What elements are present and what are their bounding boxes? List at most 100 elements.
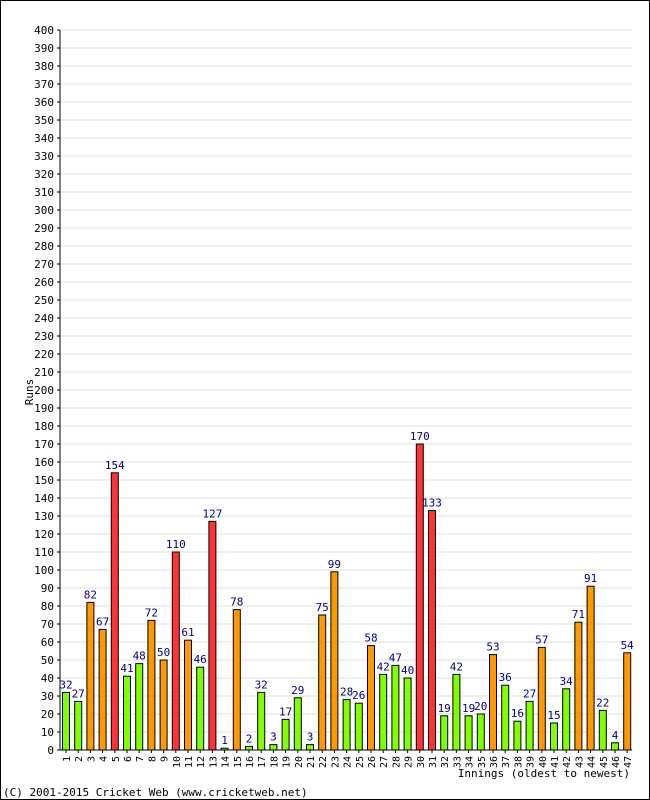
bar-innings-40: [537, 646, 546, 751]
data-label: 4: [612, 729, 619, 742]
y-tick-label: 180: [34, 420, 54, 433]
data-label: 110: [166, 538, 186, 551]
y-tick-label: 140: [34, 492, 54, 505]
y-tick-label: 160: [34, 456, 54, 469]
x-tick-label: 26: [367, 756, 378, 768]
x-tick-label: 11: [184, 756, 195, 768]
x-tick-label: 39: [526, 756, 537, 768]
bar-innings-9: [159, 659, 168, 751]
x-tick-label: 46: [611, 756, 622, 768]
x-tick-label: 24: [343, 756, 354, 768]
y-tick-label: 90: [41, 582, 54, 595]
data-label: 40: [401, 664, 414, 677]
data-label: 20: [474, 700, 487, 713]
bar-innings-32: [440, 715, 449, 751]
y-tick-label: 360: [34, 96, 54, 109]
bar-innings-8: [147, 619, 156, 751]
y-tick-label: 280: [34, 240, 54, 253]
bar-innings-13: [208, 520, 217, 751]
data-label: 2: [246, 732, 253, 745]
y-tick-label: 370: [34, 78, 54, 91]
y-tick-label: 300: [34, 204, 54, 217]
x-axis-ticks: 1 2 3 4 5 6 7 8 9 10 11 12 13 14 15 16 17 18 19 20 21 22 23 24 2…: [62, 750, 634, 768]
y-tick-label: 30: [41, 690, 54, 703]
data-label: 19: [462, 702, 475, 715]
bar-innings-44: [586, 585, 595, 751]
x-tick-label: 8: [147, 756, 158, 762]
bar-innings-41: [550, 722, 558, 751]
x-tick-label: 7: [135, 756, 146, 762]
data-label: 26: [352, 689, 365, 702]
x-tick-label: 9: [160, 756, 171, 762]
y-tick-label: 220: [34, 348, 54, 361]
y-tick-label: 330: [34, 150, 54, 163]
y-tick-label: 380: [34, 60, 54, 73]
bar-innings-30: [415, 443, 424, 751]
x-tick-label: 30: [416, 756, 427, 768]
data-label: 91: [584, 572, 597, 585]
x-tick-label: 44: [587, 756, 598, 768]
x-tick-label: 33: [452, 756, 463, 768]
x-tick-label: 41: [550, 756, 561, 768]
y-tick-label: 240: [34, 312, 54, 325]
y-tick-label: 60: [41, 636, 54, 649]
y-tick-label: 230: [34, 330, 54, 343]
y-tick-label: 0: [47, 744, 54, 757]
x-tick-label: 37: [501, 756, 512, 768]
data-label: 61: [181, 626, 194, 639]
x-tick-label: 18: [269, 756, 280, 768]
data-label: 78: [230, 596, 243, 609]
bar-innings-45: [598, 709, 607, 751]
y-tick-label: 320: [34, 168, 54, 181]
y-tick-label: 260: [34, 276, 54, 289]
y-tick-label: 50: [41, 654, 54, 667]
data-label: 28: [340, 686, 353, 699]
bar-innings-28: [391, 664, 400, 751]
bar-innings-46: [611, 742, 619, 751]
bar-innings-37: [501, 684, 510, 751]
data-label: 17: [279, 705, 292, 718]
y-tick-label: 340: [34, 132, 54, 145]
x-tick-label: 31: [428, 756, 439, 768]
y-tick-label: 210: [34, 366, 54, 379]
y-tick-label: 80: [41, 600, 54, 613]
y-tick-label: 290: [34, 222, 54, 235]
y-tick-label: 150: [34, 474, 54, 487]
x-tick-label: 3: [86, 756, 97, 762]
bar-innings-3: [86, 601, 95, 751]
data-label: 46: [194, 653, 207, 666]
x-tick-label: 2: [74, 756, 85, 762]
data-label: 50: [157, 646, 170, 659]
data-label: 54: [621, 639, 635, 652]
y-tick-label: 400: [34, 24, 54, 37]
data-label: 47: [389, 651, 402, 664]
bar-innings-31: [428, 510, 436, 751]
y-axis-title: Runs: [23, 379, 36, 406]
x-tick-label: 45: [599, 756, 610, 768]
x-tick-label: 23: [330, 756, 341, 768]
y-tick-label: 390: [34, 42, 54, 55]
data-label: 170: [410, 430, 430, 443]
data-label: 29: [291, 684, 304, 697]
y-tick-label: 270: [34, 258, 54, 271]
data-label: 32: [59, 678, 72, 691]
x-tick-label: 4: [99, 756, 110, 762]
x-tick-label: 28: [391, 756, 402, 768]
x-tick-label: 19: [282, 756, 293, 768]
y-tick-label: 250: [34, 294, 54, 307]
footer-copyright: (C) 2001-2015 Cricket Web (www.cricketwe…: [3, 786, 308, 799]
bar-innings-21: [306, 744, 314, 751]
bar-innings-34: [464, 715, 473, 751]
data-label: 71: [572, 608, 585, 621]
bar-innings-25: [354, 702, 363, 751]
data-label: 133: [422, 497, 442, 510]
y-tick-label: 40: [41, 672, 54, 685]
x-tick-label: 40: [538, 756, 549, 768]
x-tick-label: 34: [465, 756, 476, 768]
x-tick-label: 15: [233, 756, 244, 768]
y-tick-label: 200: [34, 384, 54, 397]
bar-innings-43: [574, 621, 583, 751]
bar-innings-27: [379, 673, 388, 751]
y-tick-label: 310: [34, 186, 54, 199]
x-tick-label: 14: [221, 756, 232, 768]
